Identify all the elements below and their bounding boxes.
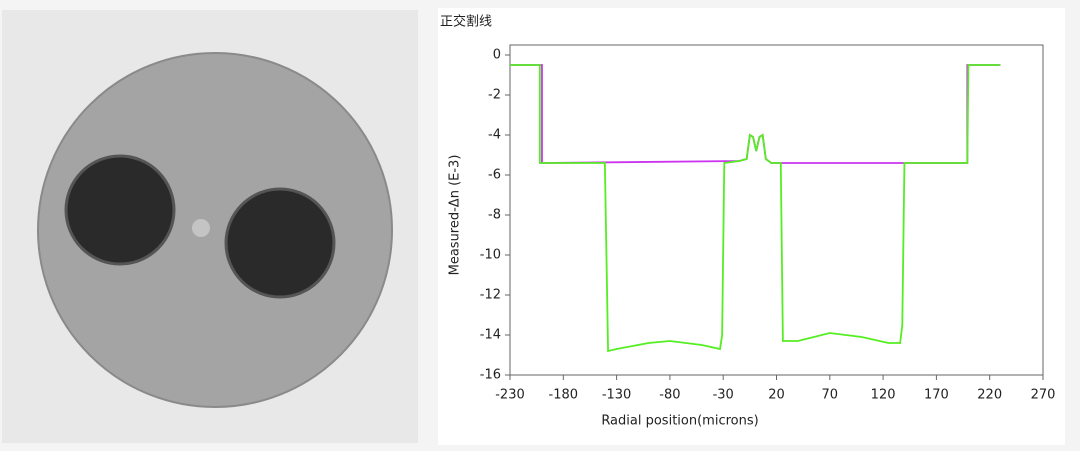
stress-rod (64, 154, 176, 266)
y-tick-label: -2 (488, 88, 501, 103)
y-tick-label: -6 (488, 168, 501, 183)
x-tick-label: 220 (977, 388, 1002, 403)
series-line (510, 64, 1001, 353)
x-tick-label: 70 (822, 388, 839, 403)
chart-title: 正交割线 (440, 14, 492, 30)
x-tick-label: -80 (659, 388, 680, 403)
fiber-core (192, 219, 210, 237)
x-tick-label: -30 (713, 388, 734, 403)
y-tick-label: -4 (488, 128, 501, 143)
y-tick-label: 0 (493, 48, 501, 63)
x-tick-label: 20 (768, 388, 785, 403)
x-tick-label: 120 (871, 388, 896, 403)
stress-rod (224, 187, 336, 299)
fiber-cladding (37, 52, 393, 408)
y-tick-label: -14 (480, 328, 501, 343)
chart-panel (438, 8, 1065, 445)
x-tick-label: 170 (924, 388, 949, 403)
y-tick-label: -16 (480, 368, 501, 383)
y-tick-label: -10 (480, 248, 501, 263)
x-tick-label: -130 (602, 388, 632, 403)
y-tick-label: -8 (488, 208, 501, 223)
x-tick-label: -230 (495, 388, 525, 403)
y-axis-label: Measured-Δn (E-3) (448, 155, 463, 276)
x-tick-label: -180 (549, 388, 579, 403)
y-tick-label: -12 (480, 288, 501, 303)
x-tick-label: 270 (1031, 388, 1056, 403)
x-axis-label: Radial position(microns) (601, 414, 758, 429)
